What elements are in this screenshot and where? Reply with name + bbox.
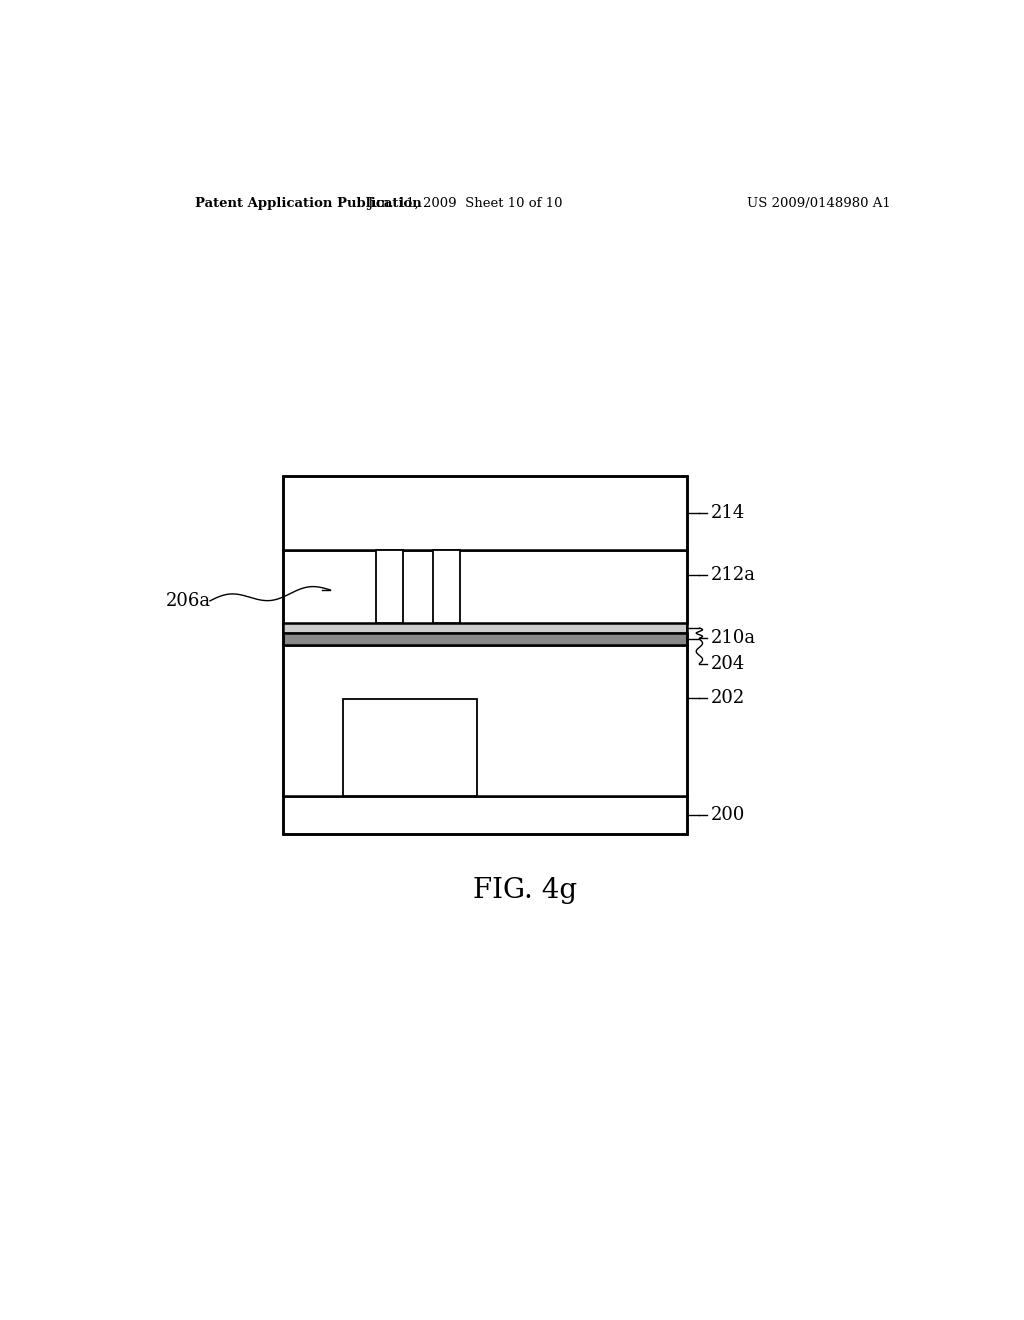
Bar — [283, 796, 687, 834]
Text: 214: 214 — [712, 504, 745, 521]
Text: 210a: 210a — [712, 630, 757, 647]
Bar — [283, 475, 687, 549]
Bar — [343, 700, 477, 796]
Text: 204: 204 — [712, 655, 745, 673]
Text: 202: 202 — [712, 689, 745, 708]
Text: US 2009/0148980 A1: US 2009/0148980 A1 — [748, 197, 891, 210]
Text: Jun. 11, 2009  Sheet 10 of 10: Jun. 11, 2009 Sheet 10 of 10 — [368, 197, 563, 210]
Text: 212a: 212a — [712, 566, 757, 585]
Bar — [283, 634, 687, 645]
Bar — [283, 623, 687, 634]
Bar — [432, 549, 460, 623]
Text: 200: 200 — [712, 807, 745, 824]
Bar — [283, 549, 687, 623]
Text: Patent Application Publication: Patent Application Publication — [196, 197, 422, 210]
Bar — [283, 645, 687, 796]
Bar — [283, 475, 687, 834]
Text: FIG. 4g: FIG. 4g — [473, 876, 577, 904]
Text: 206a: 206a — [166, 591, 211, 610]
Bar — [376, 549, 403, 623]
